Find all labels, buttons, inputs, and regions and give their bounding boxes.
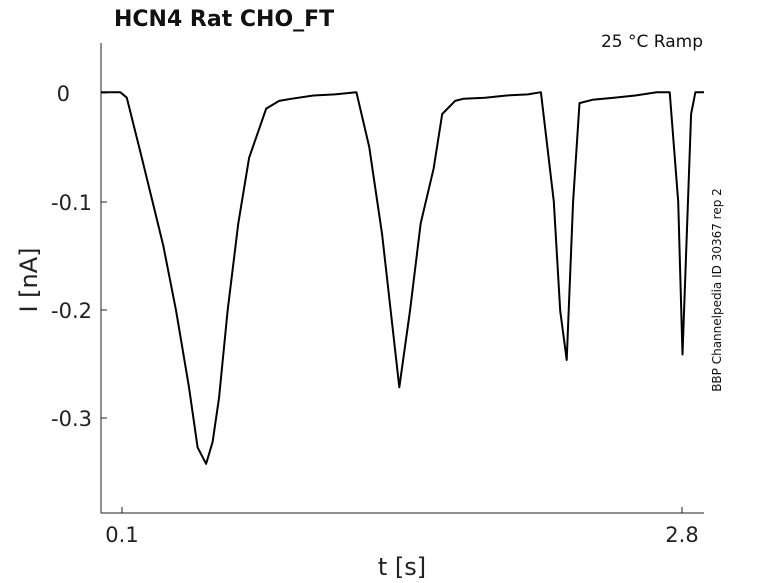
x-tick-label: 2.8 <box>665 523 698 547</box>
plot-area: 0 -0.1 -0.2 -0.3 0.1 2.8 <box>51 43 704 547</box>
y-tick-label: -0.1 <box>51 191 92 215</box>
series-layer <box>101 91 704 465</box>
y-axis-label: I [nA] <box>15 247 43 312</box>
x-axis-label: t [s] <box>378 553 426 581</box>
chart-subtitle: 25 °C Ramp <box>601 32 703 52</box>
y-tick-label: -0.3 <box>51 407 92 431</box>
source-id-label: BBP Channelpedia ID 30367 rep 2 <box>710 188 724 392</box>
chart-title: HCN4 Rat CHO_FT <box>114 7 334 32</box>
x-tick-label: 0.1 <box>105 523 138 547</box>
y-tick-label: 0 <box>57 82 70 106</box>
y-tick-label: -0.2 <box>51 299 92 323</box>
series-line-0 <box>101 91 704 465</box>
